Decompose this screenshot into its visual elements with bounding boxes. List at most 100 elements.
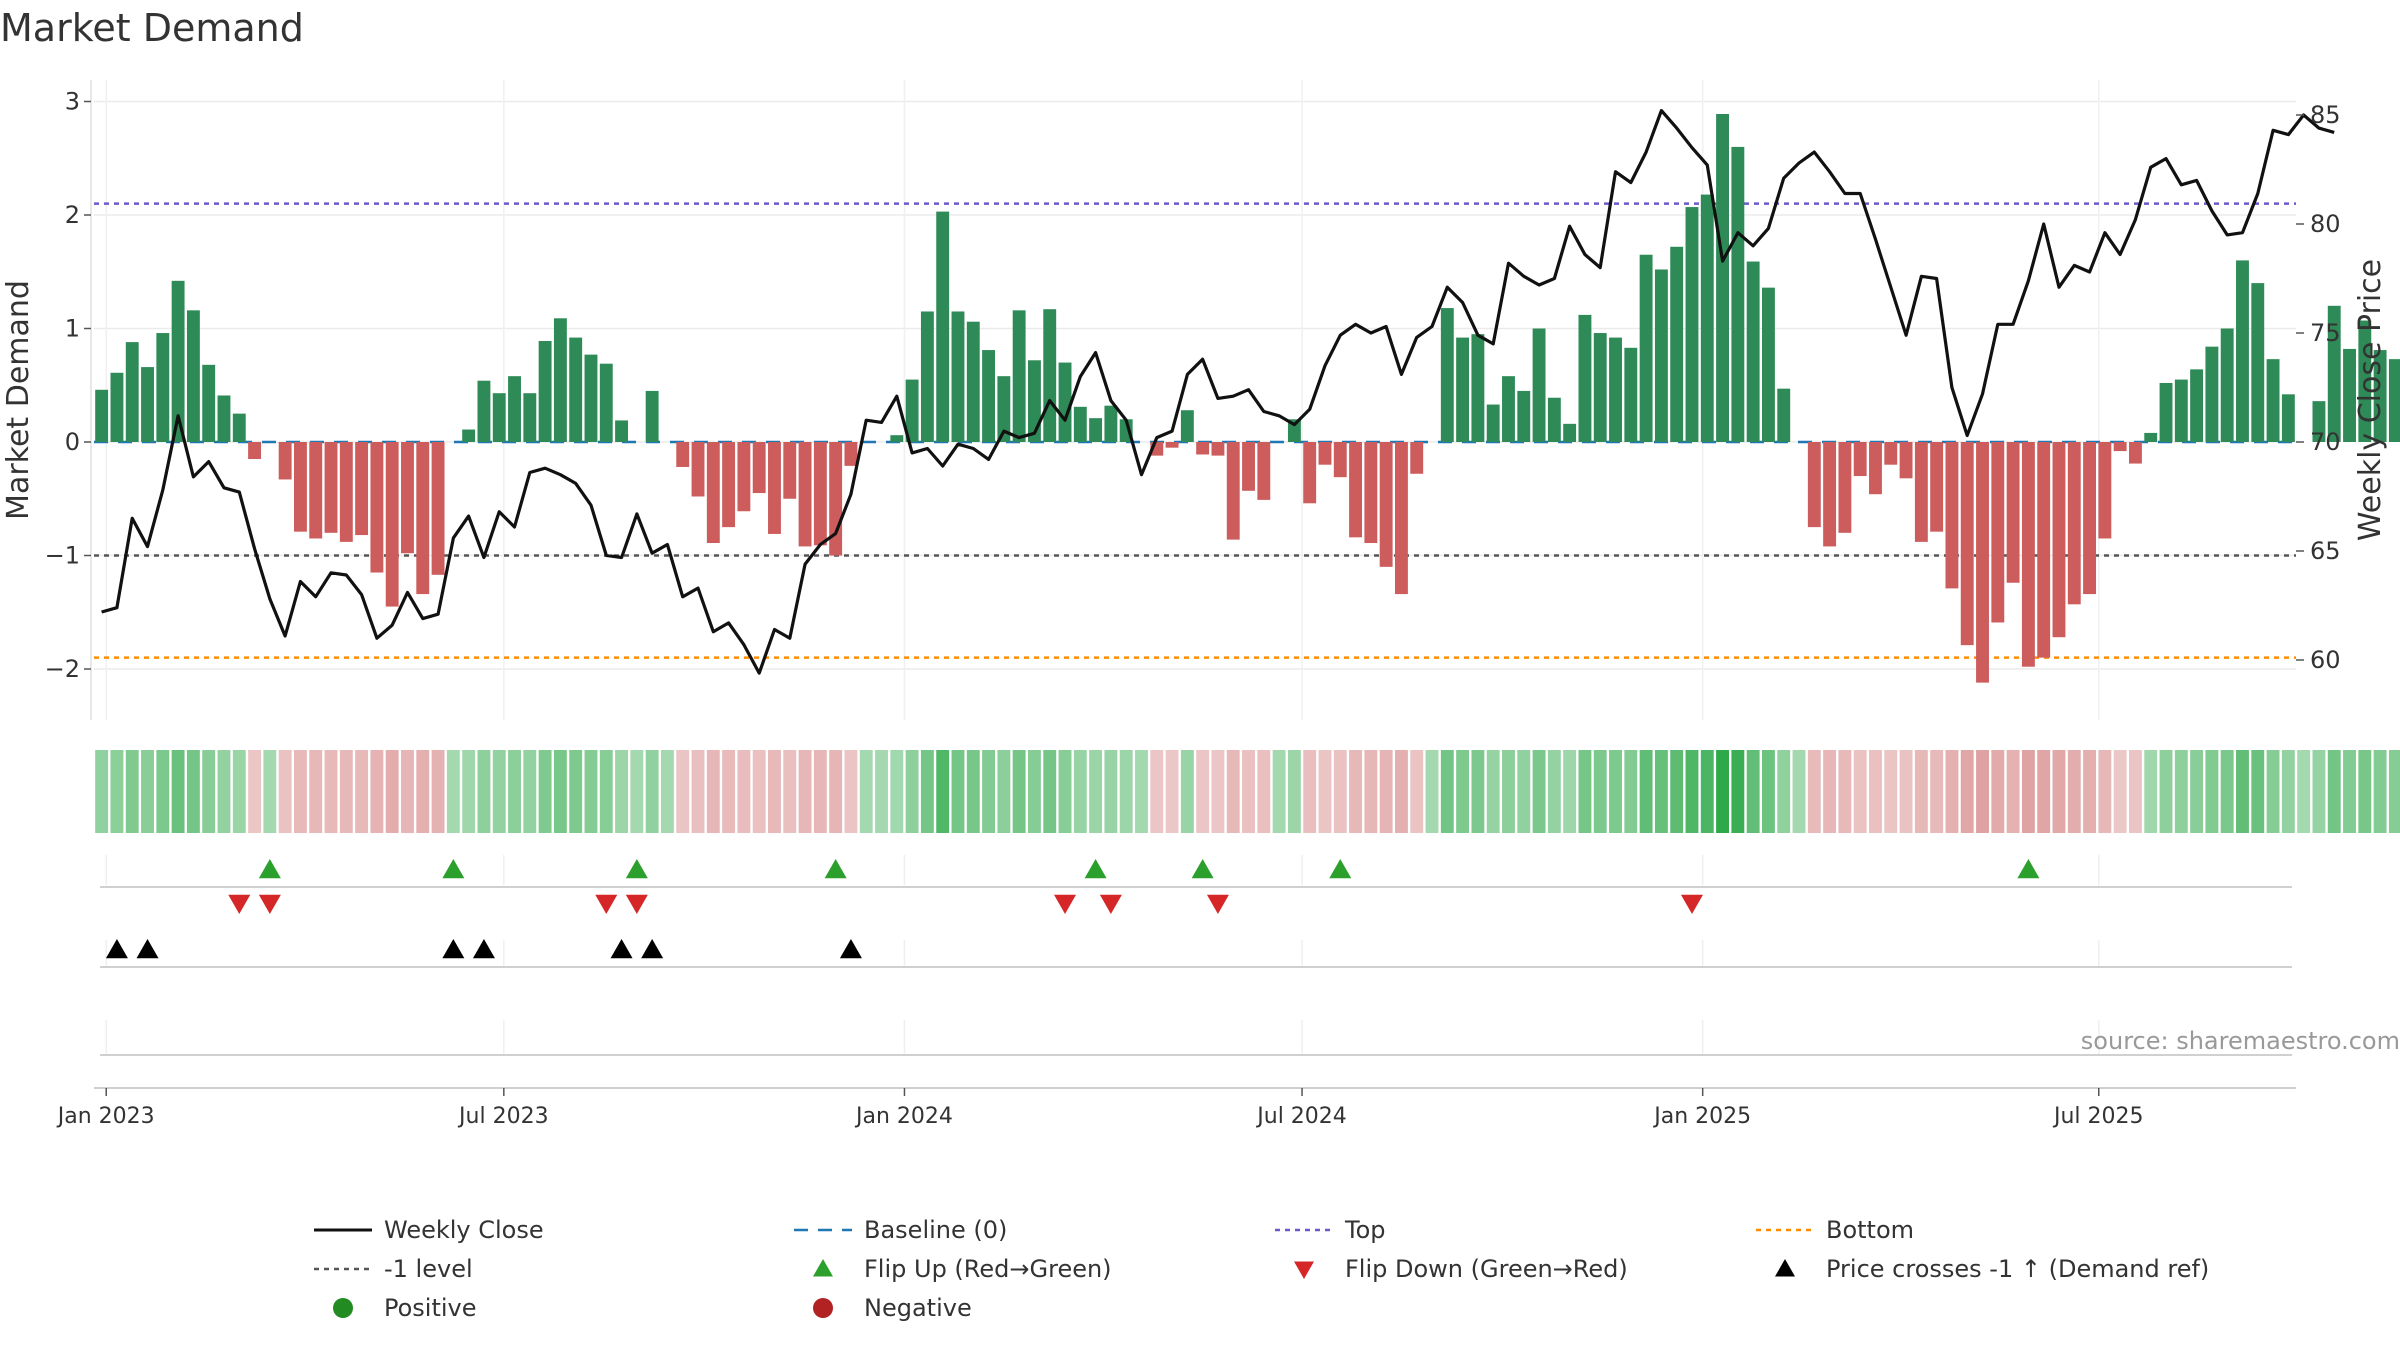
- demand-bar: [2007, 442, 2020, 583]
- price-cross-marker: [641, 939, 663, 958]
- heat-cell: [1120, 750, 1133, 833]
- heat-cell: [1487, 750, 1500, 833]
- heat-cell: [1441, 750, 1454, 833]
- flip-down-marker: [595, 895, 617, 914]
- demand-bar: [1915, 442, 1928, 542]
- demand-bar: [493, 393, 506, 442]
- heat-cell: [1670, 750, 1683, 833]
- heat-cell: [1823, 750, 1836, 833]
- heat-cell: [340, 750, 353, 833]
- heat-cell: [1915, 750, 1928, 833]
- heat-cell: [1257, 750, 1270, 833]
- demand-bar: [95, 390, 108, 442]
- heat-cell: [309, 750, 322, 833]
- heat-cell: [325, 750, 338, 833]
- heat-cell: [1349, 750, 1362, 833]
- heat-cell: [1303, 750, 1316, 833]
- demand-bar: [370, 442, 383, 573]
- heat-cell: [600, 750, 613, 833]
- heat-cell: [2129, 750, 2142, 833]
- demand-bar: [1166, 442, 1179, 448]
- heat-cell: [1884, 750, 1897, 833]
- demand-bar: [1196, 442, 1209, 454]
- heat-cell: [539, 750, 552, 833]
- x-tick-label: Jul 2025: [2052, 1104, 2144, 1129]
- heat-cell: [462, 750, 475, 833]
- y-tick-label: −2: [45, 655, 80, 683]
- heat-cell: [875, 750, 888, 833]
- legend-label: Weekly Close: [384, 1216, 544, 1244]
- legend-label: Flip Down (Green→Red): [1345, 1255, 1628, 1283]
- demand-bar: [967, 322, 980, 442]
- heat-cell: [2374, 750, 2387, 833]
- demand-bar: [1471, 334, 1484, 442]
- demand-bar: [340, 442, 353, 542]
- demand-bar: [921, 311, 934, 442]
- heat-cell: [2267, 750, 2280, 833]
- heat-cell: [814, 750, 827, 833]
- demand-bar: [600, 364, 613, 442]
- y2-tick-label: 85: [2310, 101, 2341, 129]
- demand-bar: [2160, 383, 2173, 442]
- demand-bar: [1594, 333, 1607, 442]
- heat-cell: [1976, 750, 1989, 833]
- heat-cell: [172, 750, 185, 833]
- price-cross-marker: [611, 939, 633, 958]
- heat-cell: [2175, 750, 2188, 833]
- heat-cell: [1869, 750, 1882, 833]
- heat-cell: [1991, 750, 2004, 833]
- heat-cell: [2068, 750, 2081, 833]
- heat-cell: [646, 750, 659, 833]
- demand-bar: [1303, 442, 1316, 503]
- heat-cell: [1930, 750, 1943, 833]
- y2-tick-label: 70: [2310, 428, 2341, 456]
- demand-bar: [309, 442, 322, 538]
- demand-bar: [753, 442, 766, 493]
- demand-bar: [2144, 433, 2157, 442]
- heat-cell: [2282, 750, 2295, 833]
- demand-bar: [1884, 442, 1897, 465]
- heat-cell: [1609, 750, 1622, 833]
- demand-bar: [2190, 369, 2203, 442]
- heat-cell: [1196, 750, 1209, 833]
- heat-cell: [1395, 750, 1408, 833]
- demand-bar: [1945, 442, 1958, 588]
- y2-tick-label: 80: [2310, 210, 2341, 238]
- demand-bar: [1762, 288, 1775, 442]
- demand-bar: [355, 442, 368, 535]
- demand-bar: [692, 442, 705, 496]
- flip-down-marker: [259, 895, 281, 914]
- demand-bar: [1502, 376, 1515, 442]
- demand-bar: [707, 442, 720, 543]
- demand-bar: [523, 393, 536, 442]
- y2-tick-label: 65: [2310, 537, 2341, 565]
- heat-cell: [202, 750, 215, 833]
- heat-cell: [355, 750, 368, 833]
- demand-bar: [1854, 442, 1867, 476]
- signal-markers: [100, 855, 2292, 1055]
- heat-cell: [1701, 750, 1714, 833]
- heat-cell: [2297, 750, 2310, 833]
- heat-cell: [2007, 750, 2020, 833]
- demand-bar: [462, 430, 475, 442]
- demand-bar: [1976, 442, 1989, 683]
- legend-label: -1 level: [384, 1255, 473, 1283]
- demand-bar: [1731, 147, 1744, 442]
- demand-bar: [554, 318, 567, 442]
- heat-cell: [753, 750, 766, 833]
- heat-cell: [1043, 750, 1056, 833]
- legend-label: Bottom: [1826, 1216, 1914, 1244]
- y-tick-label: 1: [65, 315, 80, 343]
- heat-cell: [1762, 750, 1775, 833]
- flip-down-marker: [1054, 895, 1076, 914]
- heat-cell: [1456, 750, 1469, 833]
- demand-bar: [1074, 407, 1087, 442]
- demand-bar: [187, 310, 200, 442]
- heat-cell: [1166, 750, 1179, 833]
- chart-title: Market Demand: [0, 6, 304, 50]
- y-axis-label: Market Demand: [1, 280, 36, 520]
- heat-cell: [2328, 750, 2341, 833]
- heat-cell: [2251, 750, 2264, 833]
- heat-cell: [2358, 750, 2371, 833]
- demand-bar: [1747, 262, 1760, 442]
